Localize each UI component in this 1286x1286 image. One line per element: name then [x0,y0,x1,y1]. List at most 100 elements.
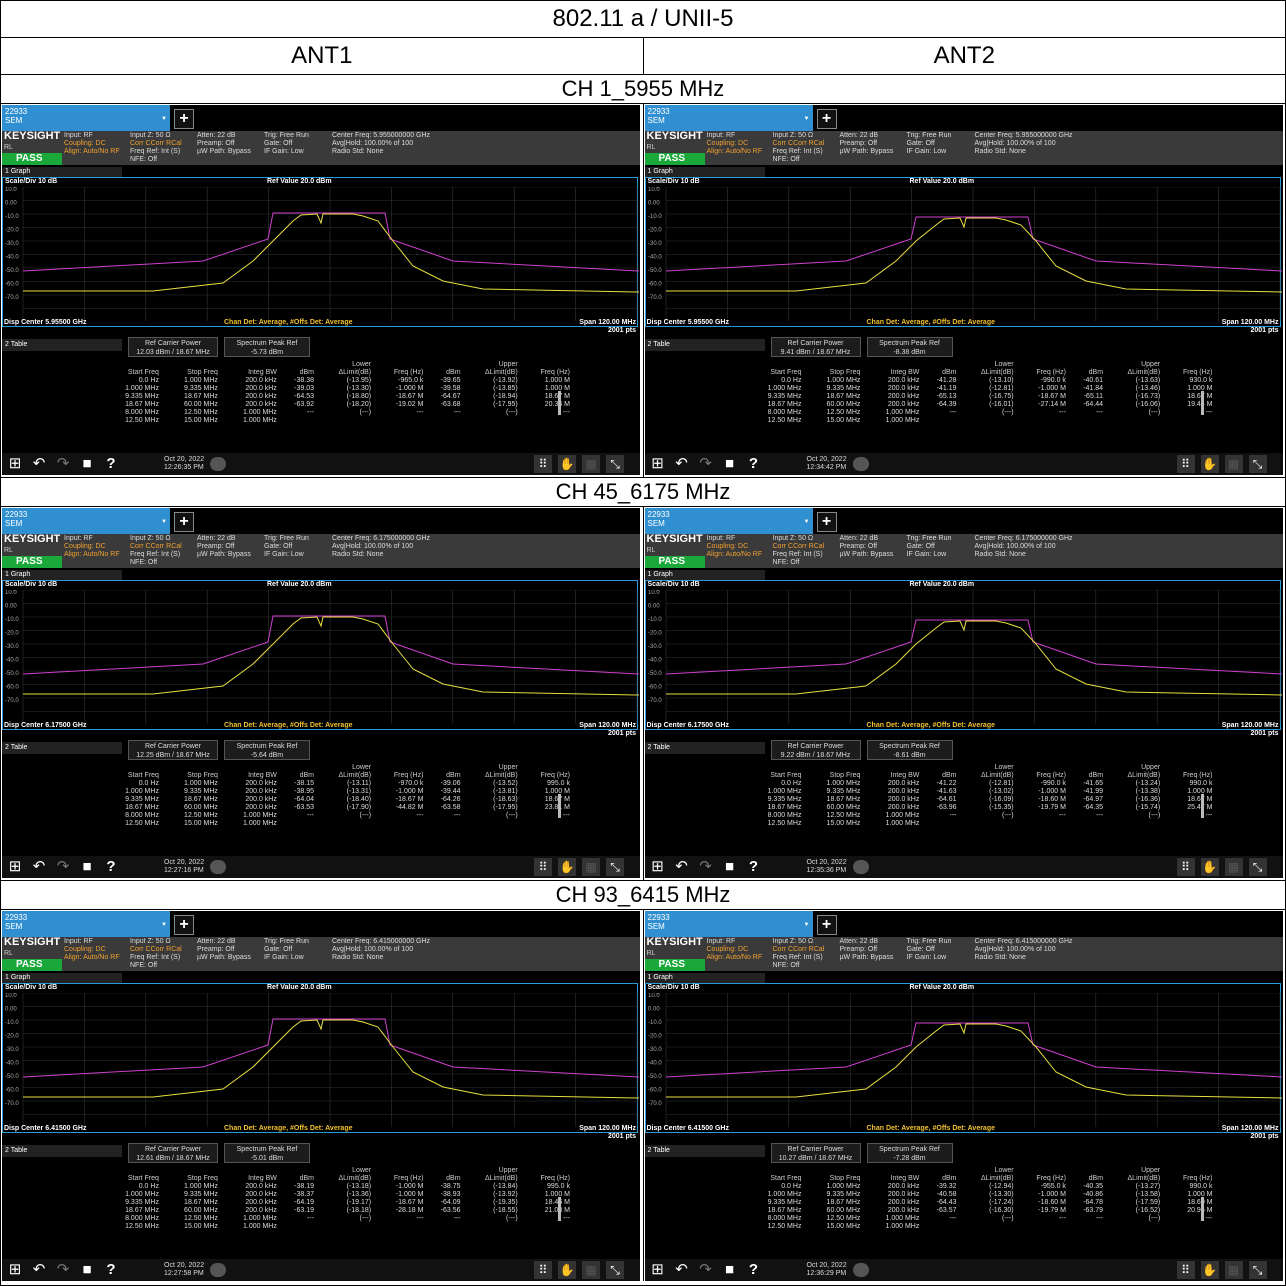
chat-icon[interactable] [210,1263,226,1277]
measurement-tab[interactable]: 22933 SEM ▼ [644,911,813,937]
fullscreen-icon[interactable]: ⤡ [606,858,624,876]
table-scrollbar[interactable] [558,1197,561,1221]
help-icon[interactable]: ? [106,858,116,875]
folder-icon[interactable]: ■ [82,455,92,472]
fullscreen-icon[interactable]: ⤡ [606,455,624,473]
keypad-icon[interactable]: ⠿ [534,858,552,876]
windows-icon[interactable]: ⊞ [8,1261,22,1278]
fullscreen-icon[interactable]: ⤡ [1248,858,1267,876]
ref-carrier-power-button[interactable]: Ref Carrier Power 12.03 dBm / 18.67 MHz [128,337,218,357]
add-tab-button[interactable]: + [816,512,837,532]
fullscreen-icon[interactable]: ⤡ [606,1261,624,1279]
table-selector[interactable]: 2 Table [644,742,765,754]
help-icon[interactable]: ? [748,455,759,472]
measurement-tab[interactable]: 22933 SEM ▼ [644,508,813,534]
ref-carrier-power-button[interactable]: Ref Carrier Power 10.27 dBm / 18.67 MHz [770,1143,861,1163]
spectrum-peak-ref-button[interactable]: Spectrum Peak Ref -8.38 dBm [866,337,953,357]
redo-icon[interactable]: ↷ [699,455,712,472]
layout-icon[interactable]: ▦ [1224,1261,1243,1279]
graph-selector[interactable]: 1 Graph [644,570,1283,580]
graph-selector[interactable]: 1 Graph [2,973,640,983]
touch-icon[interactable]: ✋ [558,1261,576,1279]
spectrum-peak-ref-button[interactable]: Spectrum Peak Ref -5.73 dBm [224,337,310,357]
chat-icon[interactable] [210,860,226,874]
add-tab-button[interactable]: + [174,512,194,532]
redo-icon[interactable]: ↷ [56,455,70,472]
spectrum-peak-ref-button[interactable]: Spectrum Peak Ref -8.61 dBm [866,740,953,760]
keypad-icon[interactable]: ⠿ [534,455,552,473]
keypad-icon[interactable]: ⠿ [1176,1261,1195,1279]
windows-icon[interactable]: ⊞ [8,455,22,472]
undo-icon[interactable]: ↶ [32,1261,46,1278]
windows-icon[interactable]: ⊞ [651,1261,664,1278]
windows-icon[interactable]: ⊞ [8,858,22,875]
undo-icon[interactable]: ↶ [675,455,688,472]
measurement-tab[interactable]: 22933 SEM ▼ [2,911,170,937]
redo-icon[interactable]: ↷ [699,1261,712,1278]
windows-icon[interactable]: ⊞ [651,455,664,472]
table-scrollbar[interactable] [1200,391,1204,415]
table-selector[interactable]: 2 Table [2,1145,122,1157]
fullscreen-icon[interactable]: ⤡ [1248,1261,1267,1279]
help-icon[interactable]: ? [748,1261,759,1278]
touch-icon[interactable]: ✋ [1200,1261,1219,1279]
folder-icon[interactable]: ■ [724,1261,735,1278]
add-tab-button[interactable]: + [816,109,837,129]
windows-icon[interactable]: ⊞ [651,858,664,875]
undo-icon[interactable]: ↶ [675,858,688,875]
table-scrollbar[interactable] [558,794,561,818]
ref-carrier-power-button[interactable]: Ref Carrier Power 12.25 dBm / 18.67 MHz [128,740,218,760]
table-selector[interactable]: 2 Table [644,1145,765,1157]
table-selector[interactable]: 2 Table [644,339,765,351]
undo-icon[interactable]: ↶ [675,1261,688,1278]
graph-selector[interactable]: 1 Graph [644,167,1283,177]
folder-icon[interactable]: ■ [724,455,735,472]
fullscreen-icon[interactable]: ⤡ [1248,455,1267,473]
chat-icon[interactable] [852,457,869,471]
table-scrollbar[interactable] [558,391,561,415]
graph-selector[interactable]: 1 Graph [644,973,1283,983]
chat-icon[interactable] [210,457,226,471]
spectrum-peak-ref-button[interactable]: Spectrum Peak Ref -5.64 dBm [224,740,310,760]
spectrum-peak-ref-button[interactable]: Spectrum Peak Ref -7.28 dBm [866,1143,953,1163]
redo-icon[interactable]: ↷ [56,1261,70,1278]
graph-selector[interactable]: 1 Graph [2,570,640,580]
layout-icon[interactable]: ▦ [582,455,600,473]
touch-icon[interactable]: ✋ [558,455,576,473]
touch-icon[interactable]: ✋ [558,858,576,876]
add-tab-button[interactable]: + [174,915,194,935]
ref-carrier-power-button[interactable]: Ref Carrier Power 9.41 dBm / 18.67 MHz [770,337,861,357]
folder-icon[interactable]: ■ [724,858,735,875]
table-selector[interactable]: 2 Table [2,742,122,754]
layout-icon[interactable]: ▦ [582,858,600,876]
help-icon[interactable]: ? [106,455,116,472]
measurement-tab[interactable]: 22933 SEM ▼ [2,508,170,534]
add-tab-button[interactable]: + [816,915,837,935]
spectrum-peak-ref-button[interactable]: Spectrum Peak Ref -5.01 dBm [224,1143,310,1163]
layout-icon[interactable]: ▦ [1224,455,1243,473]
chat-icon[interactable] [852,1263,869,1277]
redo-icon[interactable]: ↷ [56,858,70,875]
table-selector[interactable]: 2 Table [2,339,122,351]
folder-icon[interactable]: ■ [82,858,92,875]
graph-selector[interactable]: 1 Graph [2,167,640,177]
touch-icon[interactable]: ✋ [1200,455,1219,473]
table-scrollbar[interactable] [1200,794,1204,818]
measurement-tab[interactable]: 22933 SEM ▼ [644,105,813,131]
chat-icon[interactable] [852,860,869,874]
keypad-icon[interactable]: ⠿ [1176,858,1195,876]
keypad-icon[interactable]: ⠿ [534,1261,552,1279]
add-tab-button[interactable]: + [174,109,194,129]
touch-icon[interactable]: ✋ [1200,858,1219,876]
layout-icon[interactable]: ▦ [1224,858,1243,876]
folder-icon[interactable]: ■ [82,1261,92,1278]
table-scrollbar[interactable] [1200,1197,1204,1221]
help-icon[interactable]: ? [106,1261,116,1278]
layout-icon[interactable]: ▦ [582,1261,600,1279]
measurement-tab[interactable]: 22933 SEM ▼ [2,105,170,131]
keypad-icon[interactable]: ⠿ [1176,455,1195,473]
redo-icon[interactable]: ↷ [699,858,712,875]
undo-icon[interactable]: ↶ [32,455,46,472]
undo-icon[interactable]: ↶ [32,858,46,875]
ref-carrier-power-button[interactable]: Ref Carrier Power 12.61 dBm / 18.67 MHz [128,1143,218,1163]
